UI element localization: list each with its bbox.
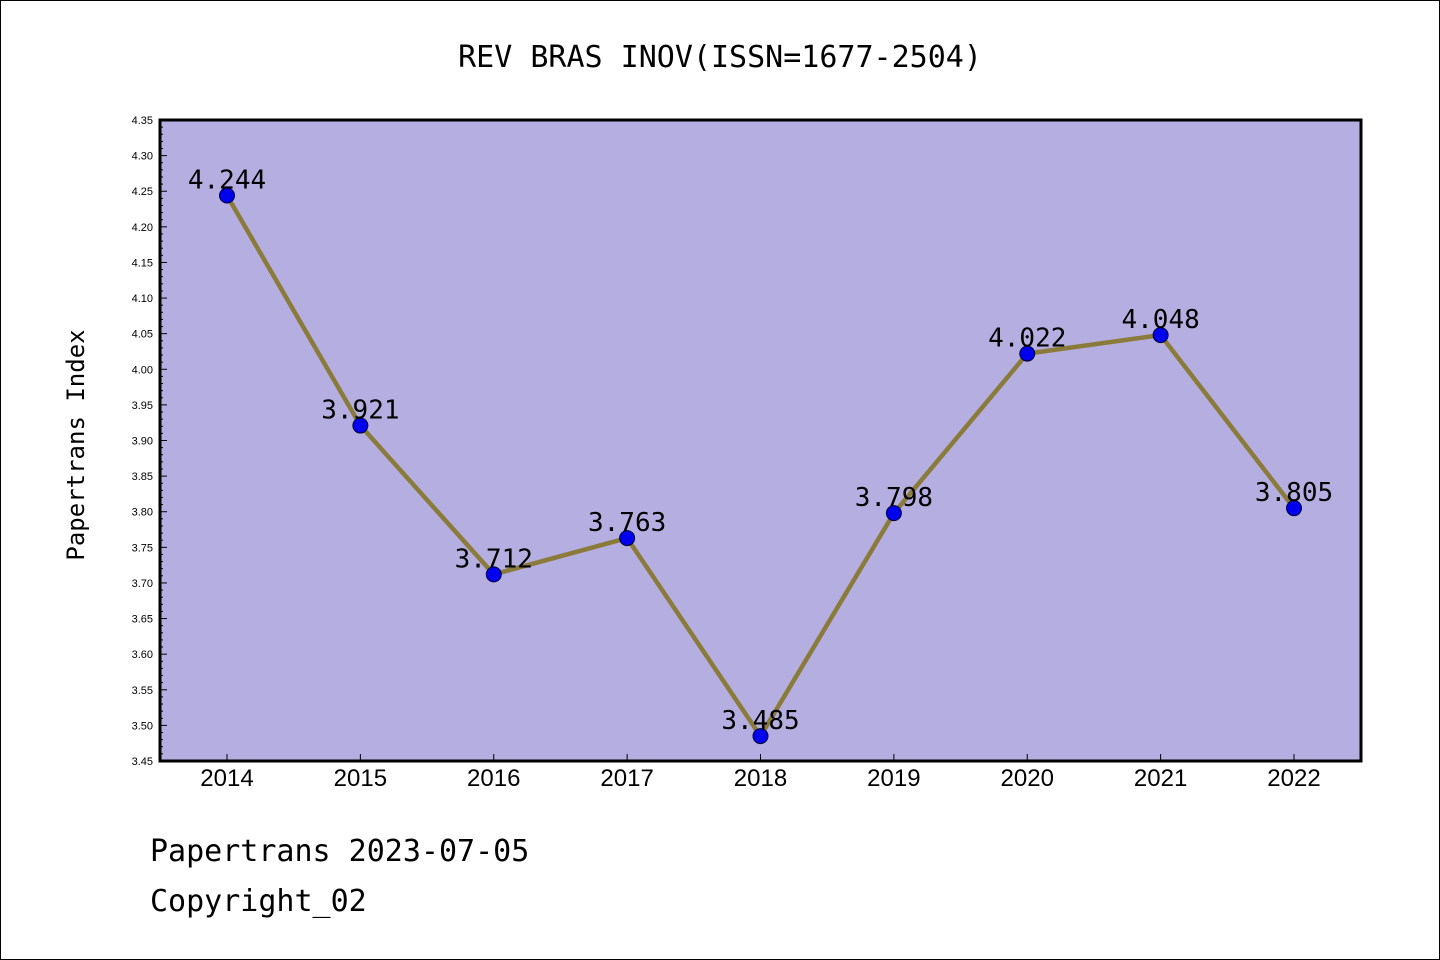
y-tick-label: 3.95 [132,400,153,412]
x-tick-label: 2020 [1001,765,1054,792]
y-tick-label: 4.00 [132,364,153,376]
footer-copyright: Copyright_02 [150,884,367,919]
y-tick-label: 3.75 [132,542,153,554]
data-label: 3.712 [455,544,533,574]
x-tick-label: 2019 [867,765,920,792]
series-layer: 4.244 3.921 3.712 3.763 3.485 3.798 4.022 4.048… [188,165,1333,745]
data-point [485,566,502,583]
data-point [352,417,369,434]
data-point [752,728,769,745]
data-point [1152,327,1169,344]
y-tick-label: 4.35 [132,115,153,127]
data-point [1019,345,1036,362]
plot-area [160,120,1361,761]
x-tick-label: 2018 [734,765,787,792]
data-label: 3.485 [721,706,799,736]
data-label: 3.798 [855,483,933,513]
data-label: 4.048 [1121,305,1199,335]
chart-title: REV BRAS INOV(ISSN=1677-2504) [458,40,982,75]
data-point [619,530,636,547]
footer-date: Papertrans 2023-07-05 [150,834,530,869]
data-point [1286,500,1302,517]
plot-border [158,118,1363,763]
y-tick-label: 4.05 [132,329,153,341]
y-tick-label: 4.20 [132,222,153,234]
data-point [219,187,235,204]
y-tick-label: 4.25 [132,186,153,198]
y-axis-label: Papertrans Index [62,329,90,560]
y-tick-label: 3.85 [132,471,153,483]
x-tick-label: 2015 [334,765,387,792]
y-tick-label: 3.70 [132,578,153,590]
data-label: 3.921 [321,396,399,426]
y-tick-label: 3.45 [132,756,153,768]
y-tick-label: 4.10 [132,293,153,305]
data-label: 3.805 [1255,478,1333,508]
y-tick-label: 3.80 [132,507,153,519]
x-axis: 2014 2015 2016 2017 2018 2019 2020 2021 2022 [200,754,1321,792]
y-tick-label: 3.55 [132,685,153,697]
x-tick-label: 2022 [1267,765,1320,792]
y-tick-label: 4.15 [132,257,153,269]
data-label: 4.244 [188,165,266,195]
x-tick-label: 2017 [600,765,653,792]
y-tick-label: 3.90 [132,436,153,448]
x-tick-label: 2021 [1134,765,1187,792]
data-point [885,505,902,522]
y-tick-label: 3.60 [132,649,153,661]
y-tick-label: 3.50 [132,720,153,732]
x-tick-label: 2016 [467,765,520,792]
data-label: 3.763 [588,508,666,538]
y-tick-label: 4.30 [132,151,153,163]
y-axis: 3.45 3.50 3.55 3.60 3.65 3.70 3.75 3.80 3.85 3.90… [132,115,167,768]
data-label: 4.022 [988,324,1066,354]
x-tick-label: 2014 [200,765,253,792]
y-tick-label: 3.65 [132,614,153,626]
